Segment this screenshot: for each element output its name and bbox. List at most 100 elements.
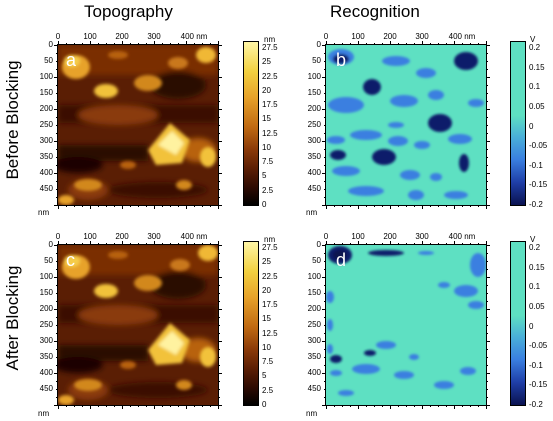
x-tick-mark-c: [170, 243, 171, 245]
y-tick-mark-right-d: [486, 277, 490, 278]
x-tick-mark-bottom-b: [430, 205, 431, 207]
y-tick-mark-b: [324, 69, 326, 70]
x-tick-mark-d: [462, 243, 463, 245]
x-tick-label-d: 200: [383, 232, 397, 241]
y-tick-mark-right-d: [486, 405, 490, 406]
y-tick-label-b: 400: [307, 168, 321, 177]
y-tick-label-d: 100: [307, 272, 321, 281]
y-tick-mark-a: [56, 133, 58, 134]
y-tick-mark-b: [322, 141, 326, 142]
y-tick-mark-right-c: [218, 365, 220, 366]
colorbar-tick-label-recog-after: -0.15: [529, 380, 548, 390]
x-tick-mark-c: [66, 243, 67, 245]
colorbar-tick-label-topo-before: 7.5: [262, 157, 274, 167]
colorbar-tick-label-topo-before: 25: [262, 57, 271, 67]
x-tick-mark-a: [170, 43, 171, 45]
y-tick-mark-right-b: [486, 125, 488, 126]
colorbar-tick-label-recog-before: -0.2: [529, 200, 543, 209]
x-tick-mark-bottom-d: [350, 405, 351, 407]
x-tick-mark-bottom-c: [202, 405, 203, 407]
x-tick-mark-b: [446, 43, 447, 45]
y-tick-mark-a: [56, 53, 58, 54]
recognition-colorbar-unit-before: V: [530, 35, 536, 44]
colorbar-tick-label-topo-before: 10: [262, 142, 271, 152]
x-tick-mark-b: [350, 43, 351, 45]
y-tick-label-b: 0: [316, 40, 321, 49]
x-tick-mark-bottom-d: [454, 405, 455, 409]
x-tick-mark-bottom-b: [446, 205, 447, 207]
y-tick-mark-d: [324, 333, 326, 334]
y-tick-mark-right-c: [218, 349, 220, 350]
x-tick-mark-bottom-a: [162, 205, 163, 207]
x-tick-mark-c: [58, 241, 59, 245]
y-tick-mark-a: [56, 69, 58, 70]
x-tick-mark-d: [358, 241, 359, 245]
y-tick-mark-b: [324, 61, 326, 62]
x-tick-label-b: 100: [351, 32, 365, 41]
y-tick-mark-a: [56, 85, 58, 86]
recognition-colorbar-after: [510, 241, 526, 406]
colorbar-tick-label-recog-before: 0.05: [529, 101, 545, 111]
y-tick-mark-right-c: [218, 405, 222, 406]
colorbar-tick-label-topo-before: 0: [262, 200, 267, 209]
y-tick-label-d: 400: [307, 368, 321, 377]
y-tick-mark-a: [56, 101, 58, 102]
x-tick-mark-b: [438, 43, 439, 45]
y-tick-mark-d: [322, 277, 326, 278]
x-tick-mark-b: [486, 41, 487, 45]
y-tick-mark-d: [322, 405, 326, 406]
y-tick-mark-c: [56, 261, 58, 262]
x-tick-mark-a: [66, 43, 67, 45]
topography-after-image: [58, 245, 218, 405]
x-tick-mark-bottom-c: [66, 405, 67, 407]
y-tick-mark-b: [324, 117, 326, 118]
x-tick-mark-a: [98, 43, 99, 45]
x-tick-label-b: 300: [415, 32, 429, 41]
y-tick-mark-right-d: [486, 317, 488, 318]
x-tick-mark-c: [122, 241, 123, 245]
x-tick-mark-d: [366, 243, 367, 245]
y-tick-mark-right-b: [486, 53, 488, 54]
y-tick-mark-c: [56, 285, 58, 286]
y-tick-mark-right-a: [218, 109, 222, 110]
x-tick-mark-d: [454, 241, 455, 245]
y-tick-label-c: 250: [39, 320, 53, 329]
y-tick-mark-right-b: [486, 133, 488, 134]
y-tick-mark-right-b: [486, 77, 490, 78]
x-tick-mark-bottom-c: [146, 405, 147, 407]
x-tick-mark-bottom-d: [358, 405, 359, 409]
y-tick-mark-right-b: [486, 189, 488, 190]
y-tick-mark-right-c: [218, 277, 222, 278]
x-tick-mark-bottom-d: [430, 405, 431, 407]
y-tick-mark-d: [324, 389, 326, 390]
y-tick-mark-d: [322, 341, 326, 342]
y-tick-label-a: 100: [39, 72, 53, 81]
colorbar-tick-label-recog-before: 0.15: [529, 62, 545, 72]
x-tick-mark-bottom-b: [390, 205, 391, 209]
y-tick-mark-b: [324, 133, 326, 134]
y-tick-mark-d: [322, 373, 326, 374]
x-tick-mark-b: [334, 43, 335, 45]
x-tick-mark-bottom-a: [74, 205, 75, 207]
x-tick-mark-bottom-d: [422, 405, 423, 409]
x-tick-mark-a: [138, 43, 139, 45]
y-tick-mark-right-d: [486, 301, 488, 302]
y-tick-label-c: 350: [39, 352, 53, 361]
y-tick-mark-right-b: [486, 117, 488, 118]
colorbar-tick-label-topo-before: 27.5: [262, 43, 278, 52]
x-tick-mark-bottom-c: [90, 405, 91, 409]
y-tick-mark-right-d: [486, 245, 490, 246]
y-tick-mark-c: [56, 365, 58, 366]
y-tick-mark-right-a: [218, 93, 220, 94]
y-tick-mark-a: [54, 45, 58, 46]
y-tick-mark-b: [324, 157, 326, 158]
y-tick-mark-c: [54, 341, 58, 342]
y-tick-mark-right-a: [218, 69, 220, 70]
x-tick-mark-bottom-a: [186, 205, 187, 209]
x-tick-mark-a: [114, 43, 115, 45]
x-tick-mark-bottom-a: [82, 205, 83, 207]
recognition-after-image: [326, 245, 486, 405]
recognition-colorbar-unit-after: V: [530, 235, 536, 244]
x-tick-mark-bottom-d: [462, 405, 463, 407]
y-tick-mark-right-a: [218, 133, 220, 134]
